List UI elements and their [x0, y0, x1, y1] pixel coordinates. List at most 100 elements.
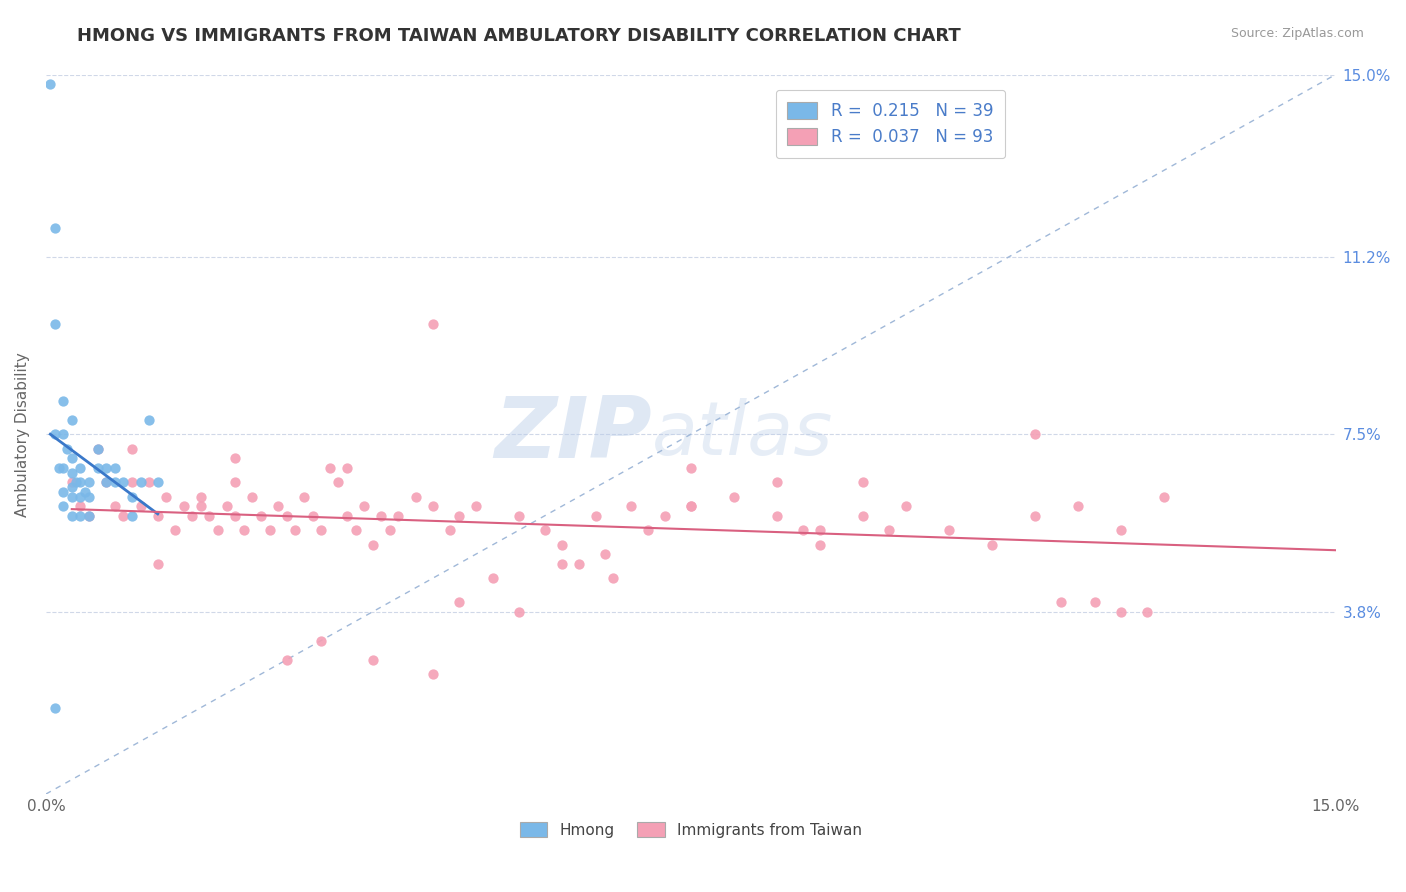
Point — [52, 427, 75, 442]
Point — [808, 538, 831, 552]
Point — [190, 500, 212, 514]
Point — [894, 500, 917, 514]
Point — [44, 317, 66, 331]
Point — [138, 475, 160, 490]
Point — [464, 500, 486, 514]
Point — [77, 490, 100, 504]
Point — [551, 538, 574, 552]
Point — [765, 475, 787, 490]
Point — [86, 460, 108, 475]
Point — [60, 466, 83, 480]
Point — [181, 508, 204, 523]
Point — [259, 523, 281, 537]
Point — [1109, 605, 1132, 619]
Point — [69, 460, 91, 475]
Point — [353, 500, 375, 514]
Point — [146, 557, 169, 571]
Text: ZIP: ZIP — [495, 392, 652, 475]
Point — [551, 557, 574, 571]
Point — [679, 460, 702, 475]
Point — [39, 77, 62, 91]
Point — [877, 523, 900, 537]
Point — [155, 490, 177, 504]
Point — [69, 508, 91, 523]
Point — [129, 500, 152, 514]
Point — [344, 523, 367, 537]
Point — [207, 523, 229, 537]
Point — [60, 508, 83, 523]
Point — [52, 500, 75, 514]
Point — [602, 571, 624, 585]
Point — [637, 523, 659, 537]
Point — [121, 508, 143, 523]
Point — [852, 508, 875, 523]
Point — [232, 523, 254, 537]
Point — [284, 523, 307, 537]
Point — [104, 475, 127, 490]
Point — [568, 557, 591, 571]
Point — [146, 508, 169, 523]
Point — [138, 413, 160, 427]
Point — [60, 413, 83, 427]
Point — [86, 442, 108, 456]
Point — [44, 221, 66, 235]
Point — [104, 460, 127, 475]
Point — [422, 317, 444, 331]
Point — [328, 475, 350, 490]
Point — [679, 500, 702, 514]
Point — [309, 633, 332, 648]
Point — [163, 523, 186, 537]
Point — [73, 484, 96, 499]
Point — [1109, 523, 1132, 537]
Point — [336, 460, 359, 475]
Point — [69, 475, 91, 490]
Point — [77, 508, 100, 523]
Point — [86, 442, 108, 456]
Point — [309, 523, 332, 537]
Point — [361, 653, 384, 667]
Point — [267, 500, 290, 514]
Point — [508, 605, 530, 619]
Point — [224, 451, 246, 466]
Point — [301, 508, 323, 523]
Point — [1024, 508, 1046, 523]
Point — [405, 490, 427, 504]
Point — [146, 475, 169, 490]
Point — [533, 523, 555, 537]
Point — [60, 480, 83, 494]
Point — [112, 475, 135, 490]
Point — [447, 508, 470, 523]
Point — [620, 500, 643, 514]
Point — [387, 508, 409, 523]
Point — [808, 523, 831, 537]
Point — [447, 595, 470, 609]
Point — [250, 508, 273, 523]
Text: atlas: atlas — [652, 398, 834, 470]
Point — [96, 460, 118, 475]
Point — [980, 538, 1002, 552]
Point — [1135, 605, 1157, 619]
Point — [654, 508, 676, 523]
Point — [190, 490, 212, 504]
Point — [938, 523, 960, 537]
Point — [48, 460, 70, 475]
Point — [121, 490, 143, 504]
Point — [765, 508, 787, 523]
Legend: Hmong, Immigrants from Taiwan: Hmong, Immigrants from Taiwan — [513, 816, 868, 844]
Point — [44, 427, 66, 442]
Point — [276, 653, 298, 667]
Point — [1067, 500, 1090, 514]
Point — [1084, 595, 1107, 609]
Point — [240, 490, 263, 504]
Point — [679, 500, 702, 514]
Point — [1153, 490, 1175, 504]
Point — [585, 508, 607, 523]
Point — [336, 508, 359, 523]
Point — [104, 500, 127, 514]
Point — [198, 508, 221, 523]
Point — [52, 393, 75, 408]
Text: Source: ZipAtlas.com: Source: ZipAtlas.com — [1230, 27, 1364, 40]
Point — [121, 475, 143, 490]
Point — [852, 475, 875, 490]
Point — [1024, 427, 1046, 442]
